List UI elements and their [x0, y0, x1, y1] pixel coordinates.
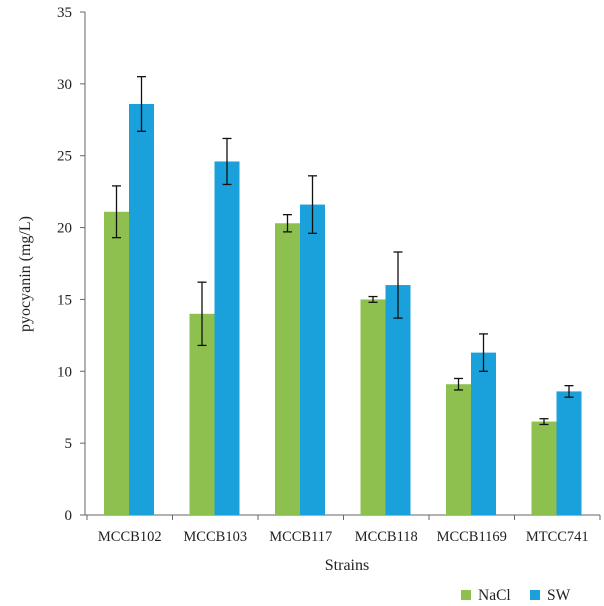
y-tick-label: 30	[57, 77, 72, 93]
bar-sw-mccb102	[129, 103, 154, 515]
y-tick-label: 5	[65, 436, 73, 452]
x-tick-label: MTCC741	[526, 529, 589, 545]
y-tick-label: 0	[65, 508, 73, 524]
x-tick-label: MCCB117	[269, 529, 332, 545]
bar-sw-mtcc741	[556, 391, 582, 515]
bar-nacl-mtcc741	[531, 421, 557, 515]
bar-sw-mccb118	[385, 285, 411, 515]
axes: 0 5 10 15 20 25 30 35 MCCB102 MCCB103 MCCB117 MCCB1…	[57, 5, 601, 545]
bar-sw-mccb117	[300, 204, 325, 515]
x-axis-title: Strains	[325, 557, 369, 574]
x-tick-label: MCCB118	[355, 529, 418, 545]
legend-label-nacl: NaCl	[478, 587, 511, 604]
legend: NaCl SW	[461, 587, 571, 604]
legend-label-sw: SW	[547, 587, 571, 604]
legend-swatch-nacl	[461, 590, 471, 600]
bars	[104, 103, 582, 515]
y-tick-label: 20	[57, 221, 72, 237]
bar-nacl-mccb1169	[446, 384, 471, 515]
bar-nacl-mccb118	[360, 299, 386, 515]
bar-sw-mccb1169	[471, 352, 496, 515]
x-tick-label: MCCB103	[183, 529, 247, 545]
y-tick-label: 15	[57, 292, 72, 308]
x-tick-label: MCCB1169	[437, 529, 507, 545]
error-bars	[112, 76, 574, 426]
y-tick-label: 25	[57, 149, 72, 165]
bar-nacl-mccb103	[189, 313, 215, 515]
legend-swatch-sw	[530, 590, 540, 600]
bar-sw-mccb103	[214, 161, 240, 515]
bar-nacl-mccb117	[275, 223, 300, 515]
bar-nacl-mccb102	[104, 211, 129, 515]
y-tick-label: 10	[57, 364, 72, 380]
y-axis-title: pyocyanin (mg/L)	[17, 216, 34, 332]
y-tick-label: 35	[57, 5, 72, 21]
x-tick-label: MCCB102	[98, 529, 162, 545]
